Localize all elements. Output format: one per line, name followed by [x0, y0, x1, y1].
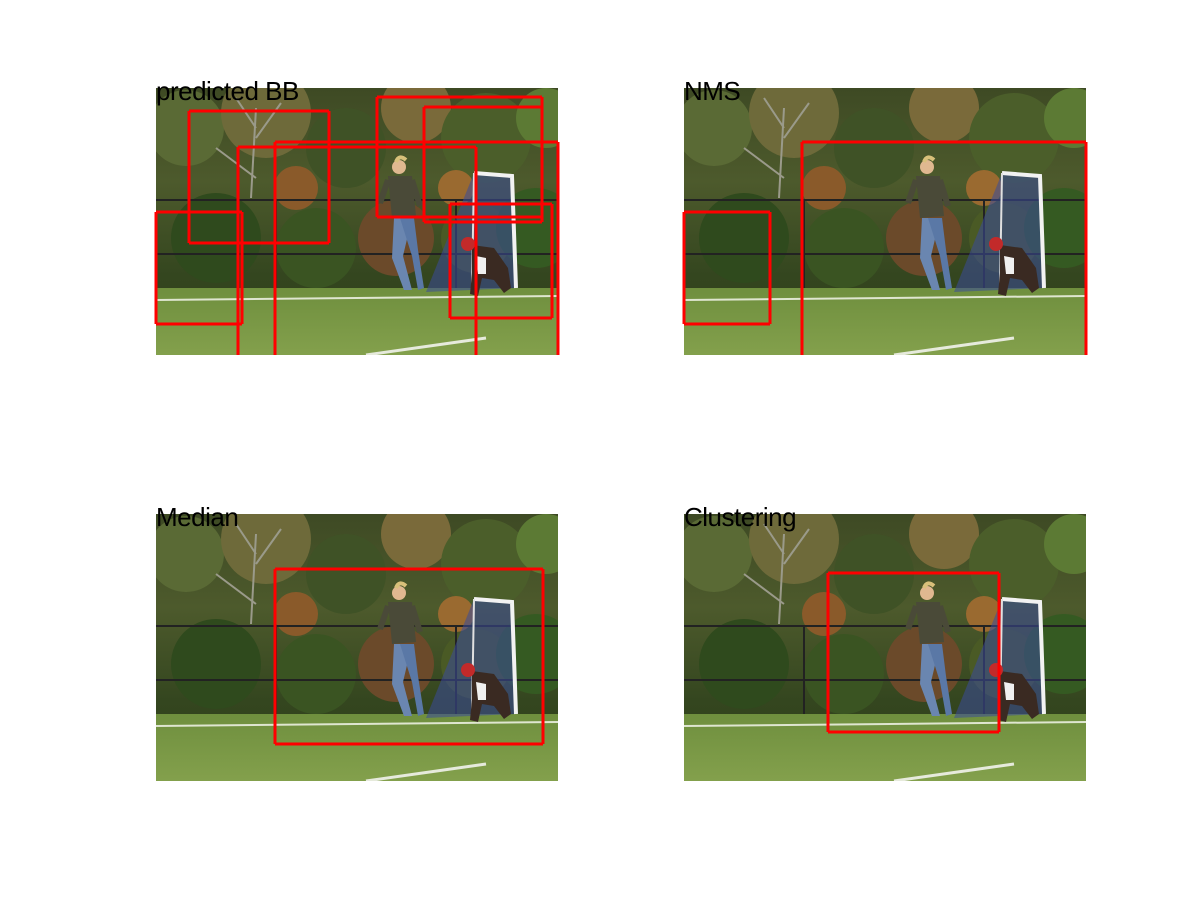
- panel-title: Clustering: [684, 502, 797, 532]
- soccer-field-photo: [156, 88, 558, 355]
- panel-title: NMS: [684, 76, 741, 106]
- panel-title: Median: [156, 502, 239, 532]
- panel-title: predicted BB: [156, 76, 299, 106]
- panel-clustering: Clustering: [684, 502, 1086, 781]
- panel-nms: NMS: [682, 76, 1088, 355]
- panel-median: Median: [156, 502, 558, 781]
- panel-predicted-bb: predicted BB: [154, 76, 560, 355]
- soccer-field-photo: [684, 88, 1086, 355]
- soccer-field-photo: [684, 514, 1086, 781]
- soccer-field-photo: [156, 514, 558, 781]
